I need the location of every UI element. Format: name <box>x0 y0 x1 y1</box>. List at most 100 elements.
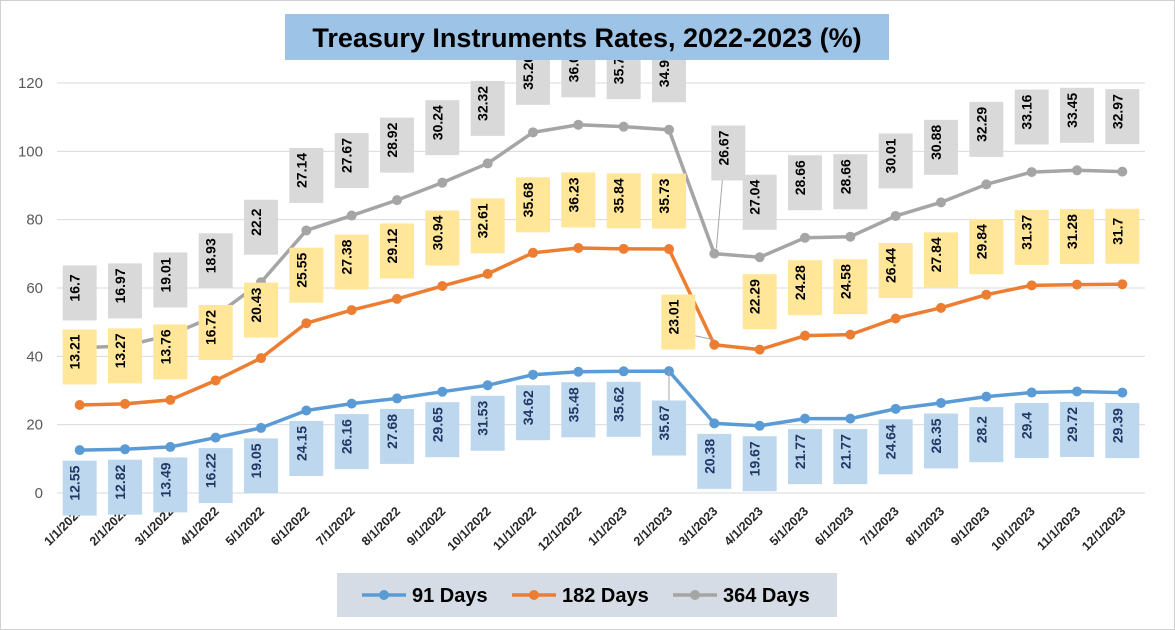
data-label-box <box>380 223 414 279</box>
data-label-box <box>1060 87 1094 143</box>
data-label: 18.93 <box>198 233 233 289</box>
data-label-box <box>470 198 505 254</box>
data-label: 26.16 <box>334 414 369 470</box>
data-point <box>845 413 856 424</box>
data-label-box <box>425 210 460 266</box>
y-tick-label: 60 <box>26 280 43 297</box>
data-label: 24.28 <box>788 260 822 316</box>
data-label: 31.7 <box>1105 208 1140 264</box>
data-label-box <box>380 117 414 173</box>
data-label-box <box>652 173 686 229</box>
data-point <box>392 293 402 304</box>
data-label: 34.62 <box>516 385 550 441</box>
data-label-box <box>198 304 233 360</box>
data-label-box <box>697 433 732 489</box>
data-label-box <box>833 259 868 315</box>
y-axis: 0 20 40 60 80 100 120 <box>18 75 43 502</box>
data-point <box>1026 280 1037 291</box>
data-label-box <box>1014 89 1049 145</box>
data-point <box>528 369 538 380</box>
data-label: 35.62 <box>606 381 641 437</box>
data-label-text: 30.94 <box>429 215 445 250</box>
data-label-text: 34.92 <box>656 52 672 87</box>
legend-box <box>337 573 837 617</box>
data-label: 35.84 <box>606 173 641 229</box>
data-label-box <box>878 419 913 475</box>
data-label-box <box>334 414 369 470</box>
data-label-text: 27.14 <box>293 153 309 188</box>
data-label: 16.7 <box>62 265 97 321</box>
data-label-text: 26.67 <box>715 130 731 165</box>
data-label-box <box>878 133 913 189</box>
data-label-text: 21.77 <box>792 434 808 469</box>
data-label-box <box>244 199 278 255</box>
data-label-box <box>108 328 142 384</box>
data-point <box>165 441 176 452</box>
chart-title: Treasury Instruments Rates, 2022-2023 (%… <box>285 14 889 60</box>
y-tick-label: 0 <box>35 485 43 502</box>
data-label-box <box>833 154 868 210</box>
data-label: 30.24 <box>425 100 460 156</box>
data-label-text: 16.7 <box>67 274 83 301</box>
chart-title-text: Treasury Instruments Rates, 2022-2023 (%… <box>312 23 861 53</box>
data-label: 29.39 <box>1105 403 1140 459</box>
data-label-box <box>652 400 686 456</box>
legend-item: 182 Days <box>512 585 649 607</box>
data-label-text: 28.66 <box>837 159 853 194</box>
data-point <box>346 398 357 409</box>
data-point <box>301 318 312 329</box>
data-label-text: 24.58 <box>837 264 853 299</box>
data-label-text: 19.01 <box>157 257 173 292</box>
data-label: 28.66 <box>833 154 868 210</box>
data-label-text: 20.38 <box>701 439 717 474</box>
data-point <box>890 210 901 221</box>
data-label-box <box>833 429 868 485</box>
data-label: 25.55 <box>289 247 324 303</box>
data-point <box>573 242 584 253</box>
data-label-text: 25.55 <box>293 252 309 287</box>
data-label-box <box>788 260 822 316</box>
data-label-text: 19.05 <box>248 443 264 478</box>
data-label: 33.16 <box>1014 89 1049 145</box>
data-point <box>618 243 629 254</box>
data-label-text: 32.29 <box>973 107 989 142</box>
data-point <box>890 313 901 324</box>
data-label-text: 27.38 <box>339 239 355 274</box>
data-label-box <box>561 382 596 438</box>
data-label: 21.77 <box>833 429 868 485</box>
data-label-box <box>606 173 641 229</box>
data-label-box <box>425 100 460 156</box>
data-label-box <box>742 174 777 230</box>
data-label-text: 32.32 <box>475 86 491 121</box>
data-label: 29.84 <box>969 219 1004 275</box>
data-point <box>890 403 901 414</box>
data-label-box <box>711 125 746 181</box>
data-point <box>437 177 448 188</box>
data-label-box <box>969 101 1004 157</box>
data-label-text: 30.01 <box>883 138 899 173</box>
data-label-box <box>1105 403 1140 459</box>
data-label-text: 30.24 <box>429 105 445 140</box>
data-point <box>165 394 176 405</box>
data-label-box <box>516 177 550 233</box>
chart-title-box <box>285 14 889 60</box>
data-label-text: 27.68 <box>384 414 400 449</box>
data-point <box>346 305 357 316</box>
data-label-text: 21.77 <box>837 434 853 469</box>
data-label-text: 12.55 <box>67 465 83 500</box>
data-point <box>437 386 448 397</box>
data-label-text: 32.97 <box>1109 94 1125 129</box>
data-label-text: 35.62 <box>611 387 627 422</box>
data-point <box>528 247 538 258</box>
data-point <box>845 329 856 340</box>
data-label: 26.44 <box>878 242 913 298</box>
data-label: 32.61 <box>470 198 505 254</box>
data-point <box>1117 387 1128 398</box>
data-label-box <box>380 408 414 464</box>
data-point <box>754 344 765 355</box>
data-point <box>754 420 765 431</box>
data-point <box>709 339 720 350</box>
data-point <box>1072 386 1082 397</box>
data-label-text: 29.72 <box>1064 407 1080 442</box>
data-point <box>482 158 493 169</box>
